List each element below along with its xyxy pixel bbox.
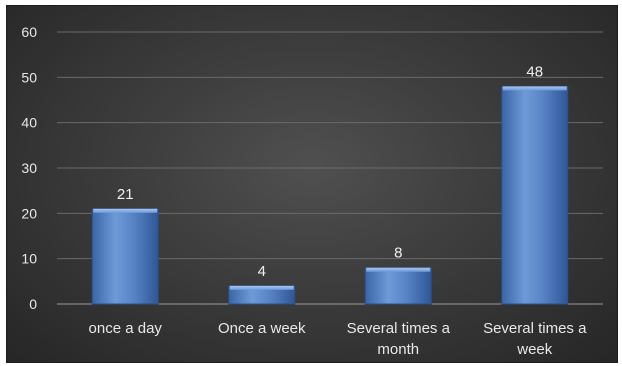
category-label: Once a week (218, 320, 306, 337)
category-label: Several times a month (347, 320, 451, 358)
category-label-line: Several times a (483, 320, 587, 337)
bars (91, 85, 569, 305)
category-label: Several times a week (483, 320, 587, 358)
bar-body (501, 85, 569, 305)
bar (364, 267, 432, 305)
category-label-line: week (516, 341, 553, 358)
category-label-line: once a day (89, 320, 163, 337)
bar-body (364, 267, 432, 305)
bar-highlight (229, 285, 294, 290)
category-label-line: Several times a (347, 320, 451, 337)
bar-highlight (502, 86, 567, 91)
y-tick-label: 60 (21, 24, 37, 40)
x-axis-category-labels: once a day Once a week Several times a mont… (89, 320, 588, 358)
category-label: once a day (89, 320, 163, 337)
bar-highlight (93, 208, 158, 213)
category-label-line: Once a week (218, 320, 306, 337)
data-label: 48 (526, 63, 543, 80)
y-tick-label: 30 (21, 160, 37, 176)
bar-body (91, 208, 159, 305)
y-tick-label: 10 (21, 251, 37, 267)
data-label: 8 (394, 245, 402, 262)
bar (91, 208, 159, 305)
y-axis-tick-labels: 0 10 20 30 40 50 60 (21, 24, 37, 312)
y-tick-label: 0 (29, 296, 37, 312)
bar (501, 85, 569, 305)
y-tick-label: 40 (21, 115, 37, 131)
data-label: 21 (117, 186, 134, 203)
bar (228, 285, 296, 305)
chart-area: 0 10 20 30 40 50 60 21 4 8 48 once a day Once a we… (6, 5, 618, 363)
data-label: 4 (258, 263, 266, 280)
y-tick-label: 50 (21, 69, 37, 85)
category-label-line: month (377, 341, 419, 358)
y-tick-label: 20 (21, 205, 37, 221)
bar-highlight (366, 267, 431, 272)
